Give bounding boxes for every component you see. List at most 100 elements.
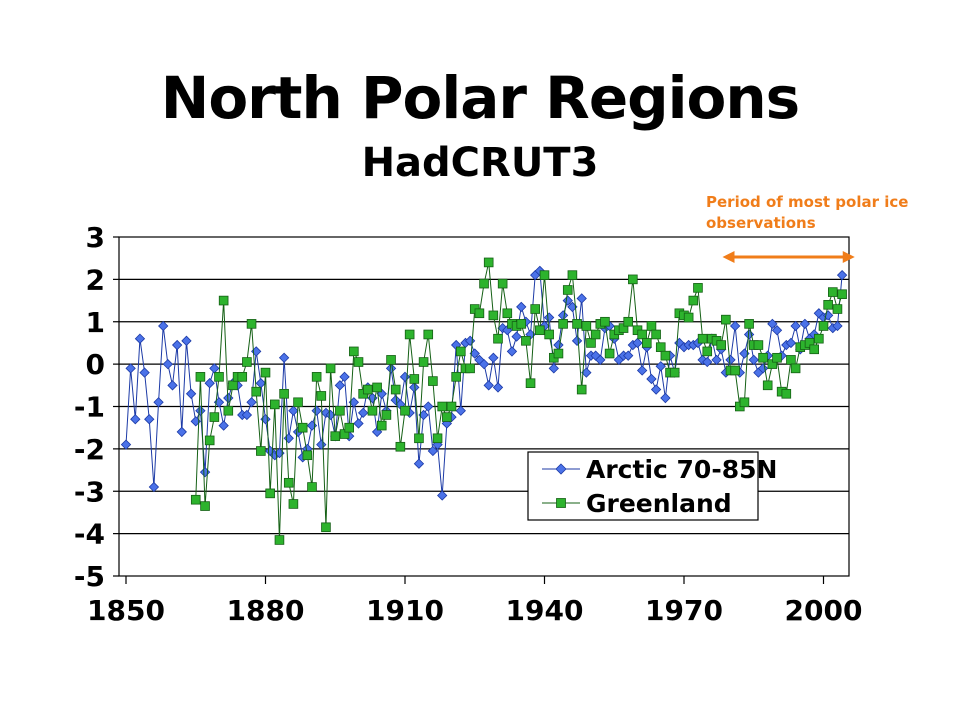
legend-box: [527, 451, 759, 521]
data-point: [432, 439, 443, 450]
data-point: [743, 329, 755, 340]
data-point: [399, 371, 411, 383]
x-tick-label: 1910: [366, 594, 444, 627]
data-point: [251, 386, 262, 397]
data-point: [246, 319, 257, 329]
data-point: [744, 319, 754, 329]
data-point: [269, 399, 280, 410]
series-greenland: [190, 257, 847, 545]
x-axis: 1850 1880 1910 1940 1970 2000: [87, 576, 862, 627]
data-point: [655, 342, 666, 352]
data-point: [488, 352, 499, 363]
x-tick-label: 2000: [785, 594, 863, 627]
data-point: [311, 405, 322, 416]
data-point: [302, 450, 313, 461]
data-point: [414, 433, 424, 444]
data-point: [543, 312, 555, 323]
data-point: [781, 388, 792, 399]
data-point: [120, 439, 132, 450]
data-point: [390, 384, 401, 395]
data-point: [214, 372, 224, 382]
data-point: [237, 372, 248, 382]
data-point: [716, 340, 726, 350]
data-point: [357, 407, 369, 419]
data-point: [167, 380, 178, 391]
data-point: [790, 320, 801, 332]
data-point: [785, 337, 797, 349]
data-point: [297, 422, 308, 433]
data-point: [772, 352, 782, 363]
data-point: [185, 388, 197, 399]
data-point: [702, 346, 713, 357]
data-point: [204, 435, 215, 446]
data-point: [218, 420, 229, 431]
data-point: [711, 354, 722, 366]
data-point: [427, 445, 439, 457]
data-point: [288, 405, 299, 416]
data-point: [209, 363, 220, 374]
data-point: [762, 380, 773, 391]
arrow-head-left: [722, 251, 735, 263]
data-point: [209, 412, 220, 422]
data-point: [334, 380, 346, 391]
data-point: [600, 316, 610, 327]
data-point: [144, 414, 155, 425]
data-point: [646, 321, 657, 331]
data-point: [432, 433, 443, 444]
y-tick-label: 1: [86, 306, 105, 339]
data-point: [697, 333, 708, 344]
data-point: [557, 310, 569, 321]
data-point: [642, 338, 652, 348]
annotation-text: Period of most polar ice observations: [706, 193, 909, 232]
data-point: [181, 335, 192, 346]
data-point: [479, 278, 489, 289]
data-point: [218, 295, 229, 306]
data-point: [493, 333, 503, 344]
data-point: [757, 363, 769, 374]
data-point: [293, 397, 303, 408]
data-point: [423, 329, 434, 340]
data-point: [441, 418, 453, 429]
data-point: [325, 363, 336, 374]
data-point: [562, 295, 573, 306]
data-point: [242, 357, 252, 367]
data-point: [158, 320, 169, 332]
data-point: [176, 426, 187, 438]
data-point: [283, 433, 294, 444]
data-point: [832, 304, 843, 314]
data-point: [823, 299, 833, 310]
data-point: [376, 420, 387, 431]
data-point: [553, 339, 564, 351]
data-point: [255, 378, 267, 389]
data-point: [511, 331, 522, 342]
chart-title: North Polar Regions: [160, 64, 800, 132]
data-point: [571, 335, 583, 346]
data-point: [650, 384, 662, 395]
data-point: [451, 372, 461, 382]
data-point: [567, 270, 578, 280]
legend-label-arctic: Arctic 70-85N: [586, 455, 777, 484]
data-point: [502, 308, 513, 319]
data-point: [353, 418, 364, 429]
data-point: [428, 376, 438, 386]
data-point: [288, 499, 299, 509]
data-point: [279, 388, 289, 399]
data-point: [386, 355, 396, 365]
data-point: [544, 329, 554, 340]
data-point: [139, 367, 150, 378]
data-point: [729, 320, 741, 332]
data-point: [474, 308, 485, 319]
data-point: [636, 365, 648, 376]
data-point: [283, 477, 294, 488]
data-point: [413, 458, 425, 469]
data-point: [660, 392, 671, 404]
data-point: [483, 380, 494, 391]
data-point: [683, 312, 694, 323]
data-point: [241, 409, 253, 421]
data-point: [539, 270, 550, 280]
data-point: [637, 329, 647, 340]
data-point: [669, 367, 680, 378]
data-point: [548, 363, 559, 374]
data-point: [516, 319, 527, 329]
data-point: [335, 405, 345, 416]
